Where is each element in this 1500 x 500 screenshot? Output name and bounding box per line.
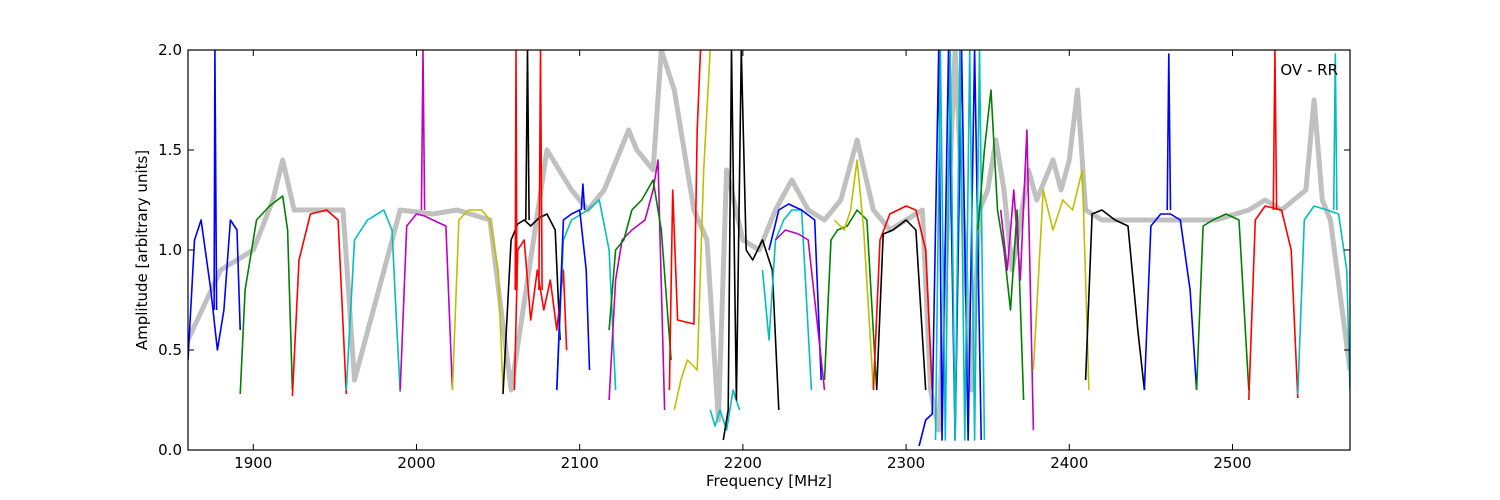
y-tick-label: 1.5 (158, 141, 182, 159)
x-tick-label: 2200 (724, 454, 762, 472)
plot-area (188, 50, 1350, 447)
x-tick-label: 2300 (887, 454, 925, 472)
y-tick-label: 0.5 (158, 341, 182, 359)
x-tick-label: 2500 (1213, 454, 1251, 472)
series-line-3 (291, 209, 348, 397)
y-axis-label: Amplitude [arbitrary units] (133, 150, 151, 350)
series-line-41 (1332, 53, 1338, 211)
series-line-18 (668, 50, 702, 391)
series-line-33 (1032, 169, 1090, 391)
x-tick-label: 1900 (234, 454, 272, 472)
series-line-24 (774, 229, 826, 391)
x-tick-label: 2400 (1050, 454, 1088, 472)
series-line-19 (673, 50, 711, 411)
series-line-27 (872, 205, 933, 391)
series-line-26 (833, 159, 875, 391)
x-tick-label: 2000 (397, 454, 435, 472)
y-tick-label: 2.0 (158, 41, 182, 59)
series-line-25 (823, 209, 878, 391)
background-trace-line (188, 50, 1350, 433)
series-line-23 (768, 203, 822, 381)
series-line-17 (608, 179, 672, 361)
series-line-8 (502, 213, 561, 395)
x-tick-label: 2100 (561, 454, 599, 472)
series-line-0 (188, 219, 241, 361)
series-line-12 (538, 50, 543, 291)
series-line-6 (420, 50, 426, 211)
series-line-4 (345, 209, 401, 393)
series-line-39 (1272, 50, 1278, 211)
series-line-16 (608, 159, 666, 411)
x-axis-label: Frequency [MHz] (706, 472, 832, 490)
series-line-38 (1248, 205, 1299, 401)
series-line-30 (934, 50, 986, 441)
series-line-28 (875, 219, 927, 391)
series-line-2 (239, 195, 294, 395)
series-line-40 (1297, 205, 1350, 395)
series-line-20 (709, 389, 741, 431)
y-tick-label: 0.0 (158, 441, 182, 459)
series-line-14 (556, 209, 591, 391)
y-axis: 0.0 0.5 1.0 1.5 2.0 (158, 41, 1350, 459)
series-line-32 (999, 129, 1035, 431)
series-line-21 (722, 50, 780, 441)
series-line-5 (399, 213, 454, 391)
series-line-1 (213, 50, 218, 311)
series-line-9 (525, 50, 530, 221)
x-axis: 1900 2000 2100 2200 2300 2400 2500 (234, 50, 1252, 472)
series-line-7 (451, 209, 504, 391)
series-line-15 (580, 183, 586, 211)
series-line-11 (514, 50, 518, 291)
series-line-35 (1143, 213, 1198, 391)
series-line-36 (1166, 53, 1172, 211)
series-line-34 (1084, 209, 1146, 391)
series-line-13 (556, 199, 617, 391)
chart-annotation: OV - RR (1280, 61, 1338, 79)
series-line-37 (1195, 213, 1250, 391)
y-tick-label: 1.0 (158, 241, 182, 259)
series-line-29 (918, 50, 982, 447)
